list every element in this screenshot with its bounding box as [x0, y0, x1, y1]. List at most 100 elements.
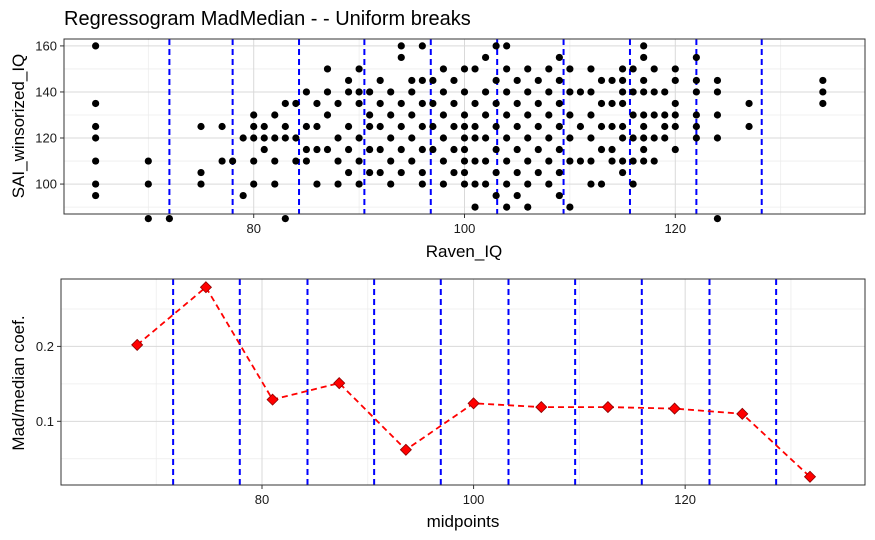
scatter-point	[524, 88, 532, 96]
series-marker	[803, 470, 817, 483]
scatter-point	[418, 99, 426, 108]
scatter-point	[545, 134, 553, 142]
x-tick-label: 80	[255, 492, 269, 507]
scatter-point	[397, 122, 405, 131]
scatter-point	[692, 111, 700, 119]
scatter-point	[671, 122, 679, 131]
scatter-point	[397, 53, 405, 62]
scatter-point	[481, 53, 490, 62]
scatter-point	[281, 99, 289, 108]
scatter-point	[650, 111, 658, 119]
scatter-point	[555, 99, 563, 108]
scatter-point	[545, 111, 553, 119]
scatter-point	[387, 111, 395, 119]
scatter-point	[323, 145, 332, 154]
x-tick-label: 120	[664, 221, 686, 236]
series-marker	[668, 402, 681, 415]
scatter-point	[566, 134, 574, 142]
scatter-point	[376, 168, 384, 177]
scatter-point	[629, 157, 637, 165]
scatter-point	[397, 99, 405, 108]
scatter-point	[713, 134, 722, 142]
scatter-point	[492, 168, 500, 177]
scatter-point	[408, 88, 416, 96]
scatter-point	[545, 65, 553, 73]
scatter-point	[671, 99, 679, 108]
scatter-point	[334, 99, 342, 108]
scatter-point	[144, 215, 152, 223]
scatter-point	[323, 65, 332, 73]
scatter-point	[503, 157, 511, 165]
scatter-point	[302, 88, 311, 96]
scatter-point	[218, 122, 226, 131]
scatter-point	[629, 134, 637, 142]
scatter-point	[650, 88, 658, 96]
scatter-point	[408, 111, 416, 119]
y-tick-label: 100	[35, 177, 57, 192]
scatter-point	[439, 88, 448, 96]
scatter-point	[503, 88, 511, 96]
scatter-point	[281, 215, 289, 223]
scatter-point	[92, 180, 100, 188]
y-tick-label: 0.2	[36, 339, 54, 354]
scatter-point	[608, 157, 616, 165]
scatter-point	[661, 122, 669, 131]
scatter-point	[344, 168, 353, 177]
scatter-point	[597, 180, 606, 188]
scatter-point	[503, 134, 511, 142]
scatter-point	[313, 99, 321, 108]
scatter-point	[366, 88, 374, 96]
scatter-point	[534, 76, 542, 85]
scatter-point	[503, 42, 511, 50]
scatter-point	[566, 203, 574, 211]
bottom-panel-series	[131, 281, 817, 483]
scatter-point	[587, 180, 595, 188]
scatter-point	[471, 134, 479, 142]
series-marker	[333, 377, 346, 390]
scatter-point	[292, 99, 300, 108]
scatter-point	[429, 76, 437, 85]
scatter-point	[629, 88, 637, 96]
scatter-point	[408, 76, 416, 85]
series-marker	[535, 401, 548, 414]
scatter-point	[587, 134, 595, 142]
scatter-point	[661, 134, 669, 142]
scatter-point	[281, 122, 289, 131]
scatter-point	[460, 122, 469, 131]
scatter-point	[608, 76, 616, 85]
y-tick-label: 0.1	[36, 414, 54, 429]
scatter-point	[355, 134, 363, 142]
scatter-point	[239, 134, 247, 142]
scatter-point	[545, 180, 553, 188]
scatter-point	[418, 168, 426, 177]
scatter-point	[92, 157, 100, 165]
scatter-point	[618, 134, 627, 142]
scatter-point	[250, 180, 258, 188]
series-marker	[467, 397, 480, 410]
scatter-point	[471, 122, 479, 131]
scatter-point	[492, 122, 500, 131]
scatter-point	[555, 122, 563, 131]
x-tick-label: 100	[463, 492, 485, 507]
scatter-point	[165, 215, 173, 223]
scatter-point	[344, 76, 353, 85]
scatter-point	[271, 180, 279, 188]
scatter-point	[524, 134, 532, 142]
scatter-point	[692, 76, 700, 85]
scatter-point	[92, 42, 100, 50]
scatter-point	[629, 65, 637, 73]
scatter-point	[334, 157, 342, 165]
scatter-point	[313, 122, 321, 131]
scatter-point	[671, 76, 679, 85]
scatter-point	[819, 99, 827, 108]
bottom-panel-breaks	[172, 279, 778, 485]
scatter-point	[471, 203, 479, 211]
scatter-point	[439, 180, 448, 188]
scatter-point	[608, 99, 616, 108]
scatter-point	[576, 88, 585, 96]
scatter-point	[618, 76, 627, 85]
scatter-point	[745, 122, 753, 131]
scatter-point	[460, 157, 469, 165]
scatter-point	[218, 157, 226, 165]
